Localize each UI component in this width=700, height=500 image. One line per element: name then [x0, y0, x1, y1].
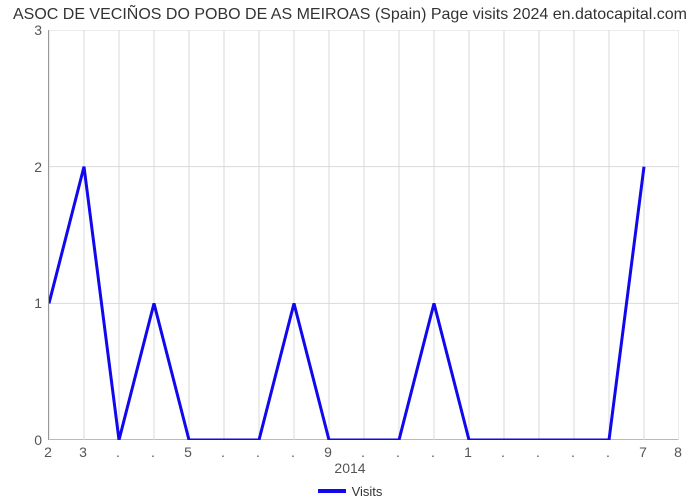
legend-label: Visits	[352, 484, 383, 499]
plot-svg	[49, 30, 679, 440]
x-tick-label: .	[151, 444, 155, 460]
x-axis-title: 2014	[0, 460, 700, 476]
x-tick-label: .	[256, 444, 260, 460]
x-tick-label: 9	[324, 444, 332, 460]
y-tick-label: 0	[18, 432, 42, 448]
x-tick-label: 1	[464, 444, 472, 460]
x-tick-label: 7	[639, 444, 647, 460]
y-tick-label: 3	[18, 22, 42, 38]
x-tick-label: .	[431, 444, 435, 460]
x-tick-label: 8	[674, 444, 682, 460]
y-tick-label: 2	[18, 159, 42, 175]
x-tick-label: .	[536, 444, 540, 460]
chart-title: ASOC DE VECIÑOS DO POBO DE AS MEIROAS (S…	[0, 6, 700, 24]
legend-swatch	[318, 489, 346, 493]
chart-container: ASOC DE VECIÑOS DO POBO DE AS MEIROAS (S…	[0, 0, 700, 500]
x-tick-label: 3	[79, 444, 87, 460]
x-tick-label: 5	[184, 444, 192, 460]
x-tick-label: 2	[44, 444, 52, 460]
y-tick-label: 1	[18, 295, 42, 311]
legend: Visits	[0, 480, 700, 499]
x-tick-label: .	[291, 444, 295, 460]
x-tick-label: .	[606, 444, 610, 460]
x-tick-label: .	[116, 444, 120, 460]
x-tick-label: .	[361, 444, 365, 460]
plot-area	[48, 30, 678, 440]
x-tick-label: .	[396, 444, 400, 460]
legend-item-visits: Visits	[318, 484, 383, 499]
x-tick-label: .	[571, 444, 575, 460]
x-tick-label: .	[221, 444, 225, 460]
x-tick-label: .	[501, 444, 505, 460]
